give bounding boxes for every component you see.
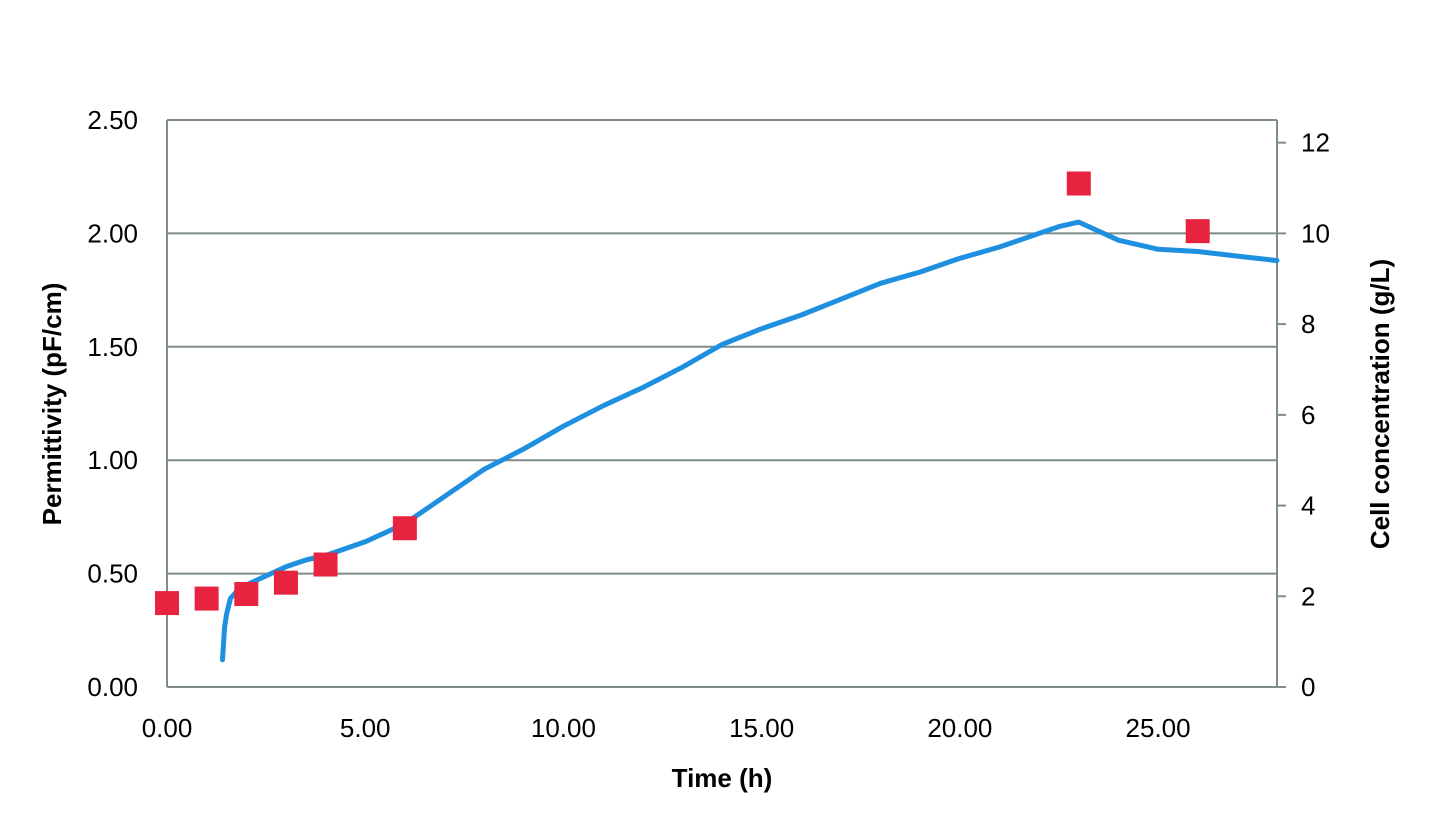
x-tick-label-4: 20.00	[927, 713, 992, 743]
y-tick-label-0: 0.00	[87, 672, 138, 702]
x-tick-label-5: 25.00	[1126, 713, 1191, 743]
x-axis-title: Time (h)	[672, 763, 773, 793]
x-tick-label-3: 15.00	[729, 713, 794, 743]
cell-concentration-marker-7	[1185, 219, 1210, 244]
y2-tick-label-1: 2	[1301, 581, 1315, 611]
y2-tick-label-0: 0	[1301, 672, 1315, 702]
y-tick-label-1: 0.50	[87, 559, 138, 589]
cell-concentration-marker-0	[155, 591, 179, 616]
y2-tick-label-6: 12	[1301, 128, 1330, 158]
axes	[166, 120, 1286, 688]
y-axis-title: Permittivity (pF/cm)	[37, 283, 67, 526]
y2-tick-label-3: 6	[1301, 400, 1315, 430]
cell-concentration-marker-3	[273, 570, 298, 595]
gridlines	[167, 119, 1277, 688]
x-tick-label-0: 0.00	[142, 713, 193, 743]
x-tick-label-1: 5.00	[340, 713, 391, 743]
y-tick-label-4: 2.00	[87, 218, 138, 248]
y2-tick-label-4: 8	[1301, 309, 1315, 339]
y-tick-label-5: 2.50	[87, 105, 138, 135]
y-tick-label-3: 1.50	[87, 332, 138, 362]
tick-labels: 0.00 5.00 10.00 15.00 20.00 25.00 0.00 0.50 1.00…	[87, 105, 1330, 743]
cell-concentration-marker-4	[313, 552, 338, 577]
y-tick-label-2: 1.00	[87, 445, 138, 475]
series	[155, 171, 1280, 663]
cell-concentration-marker-1	[194, 586, 219, 611]
x-tick-label-2: 10.00	[531, 713, 596, 743]
y2-tick-label-5: 10	[1301, 218, 1330, 248]
cell-concentration-marker-2	[234, 582, 259, 607]
cell-concentration-marker-6	[1066, 171, 1091, 196]
permittivity-line	[220, 219, 1280, 663]
y2-tick-label-2: 4	[1301, 491, 1315, 521]
cell-concentration-marker-5	[392, 516, 417, 541]
y2-axis-title: Cell concentration (g/L)	[1365, 259, 1395, 549]
